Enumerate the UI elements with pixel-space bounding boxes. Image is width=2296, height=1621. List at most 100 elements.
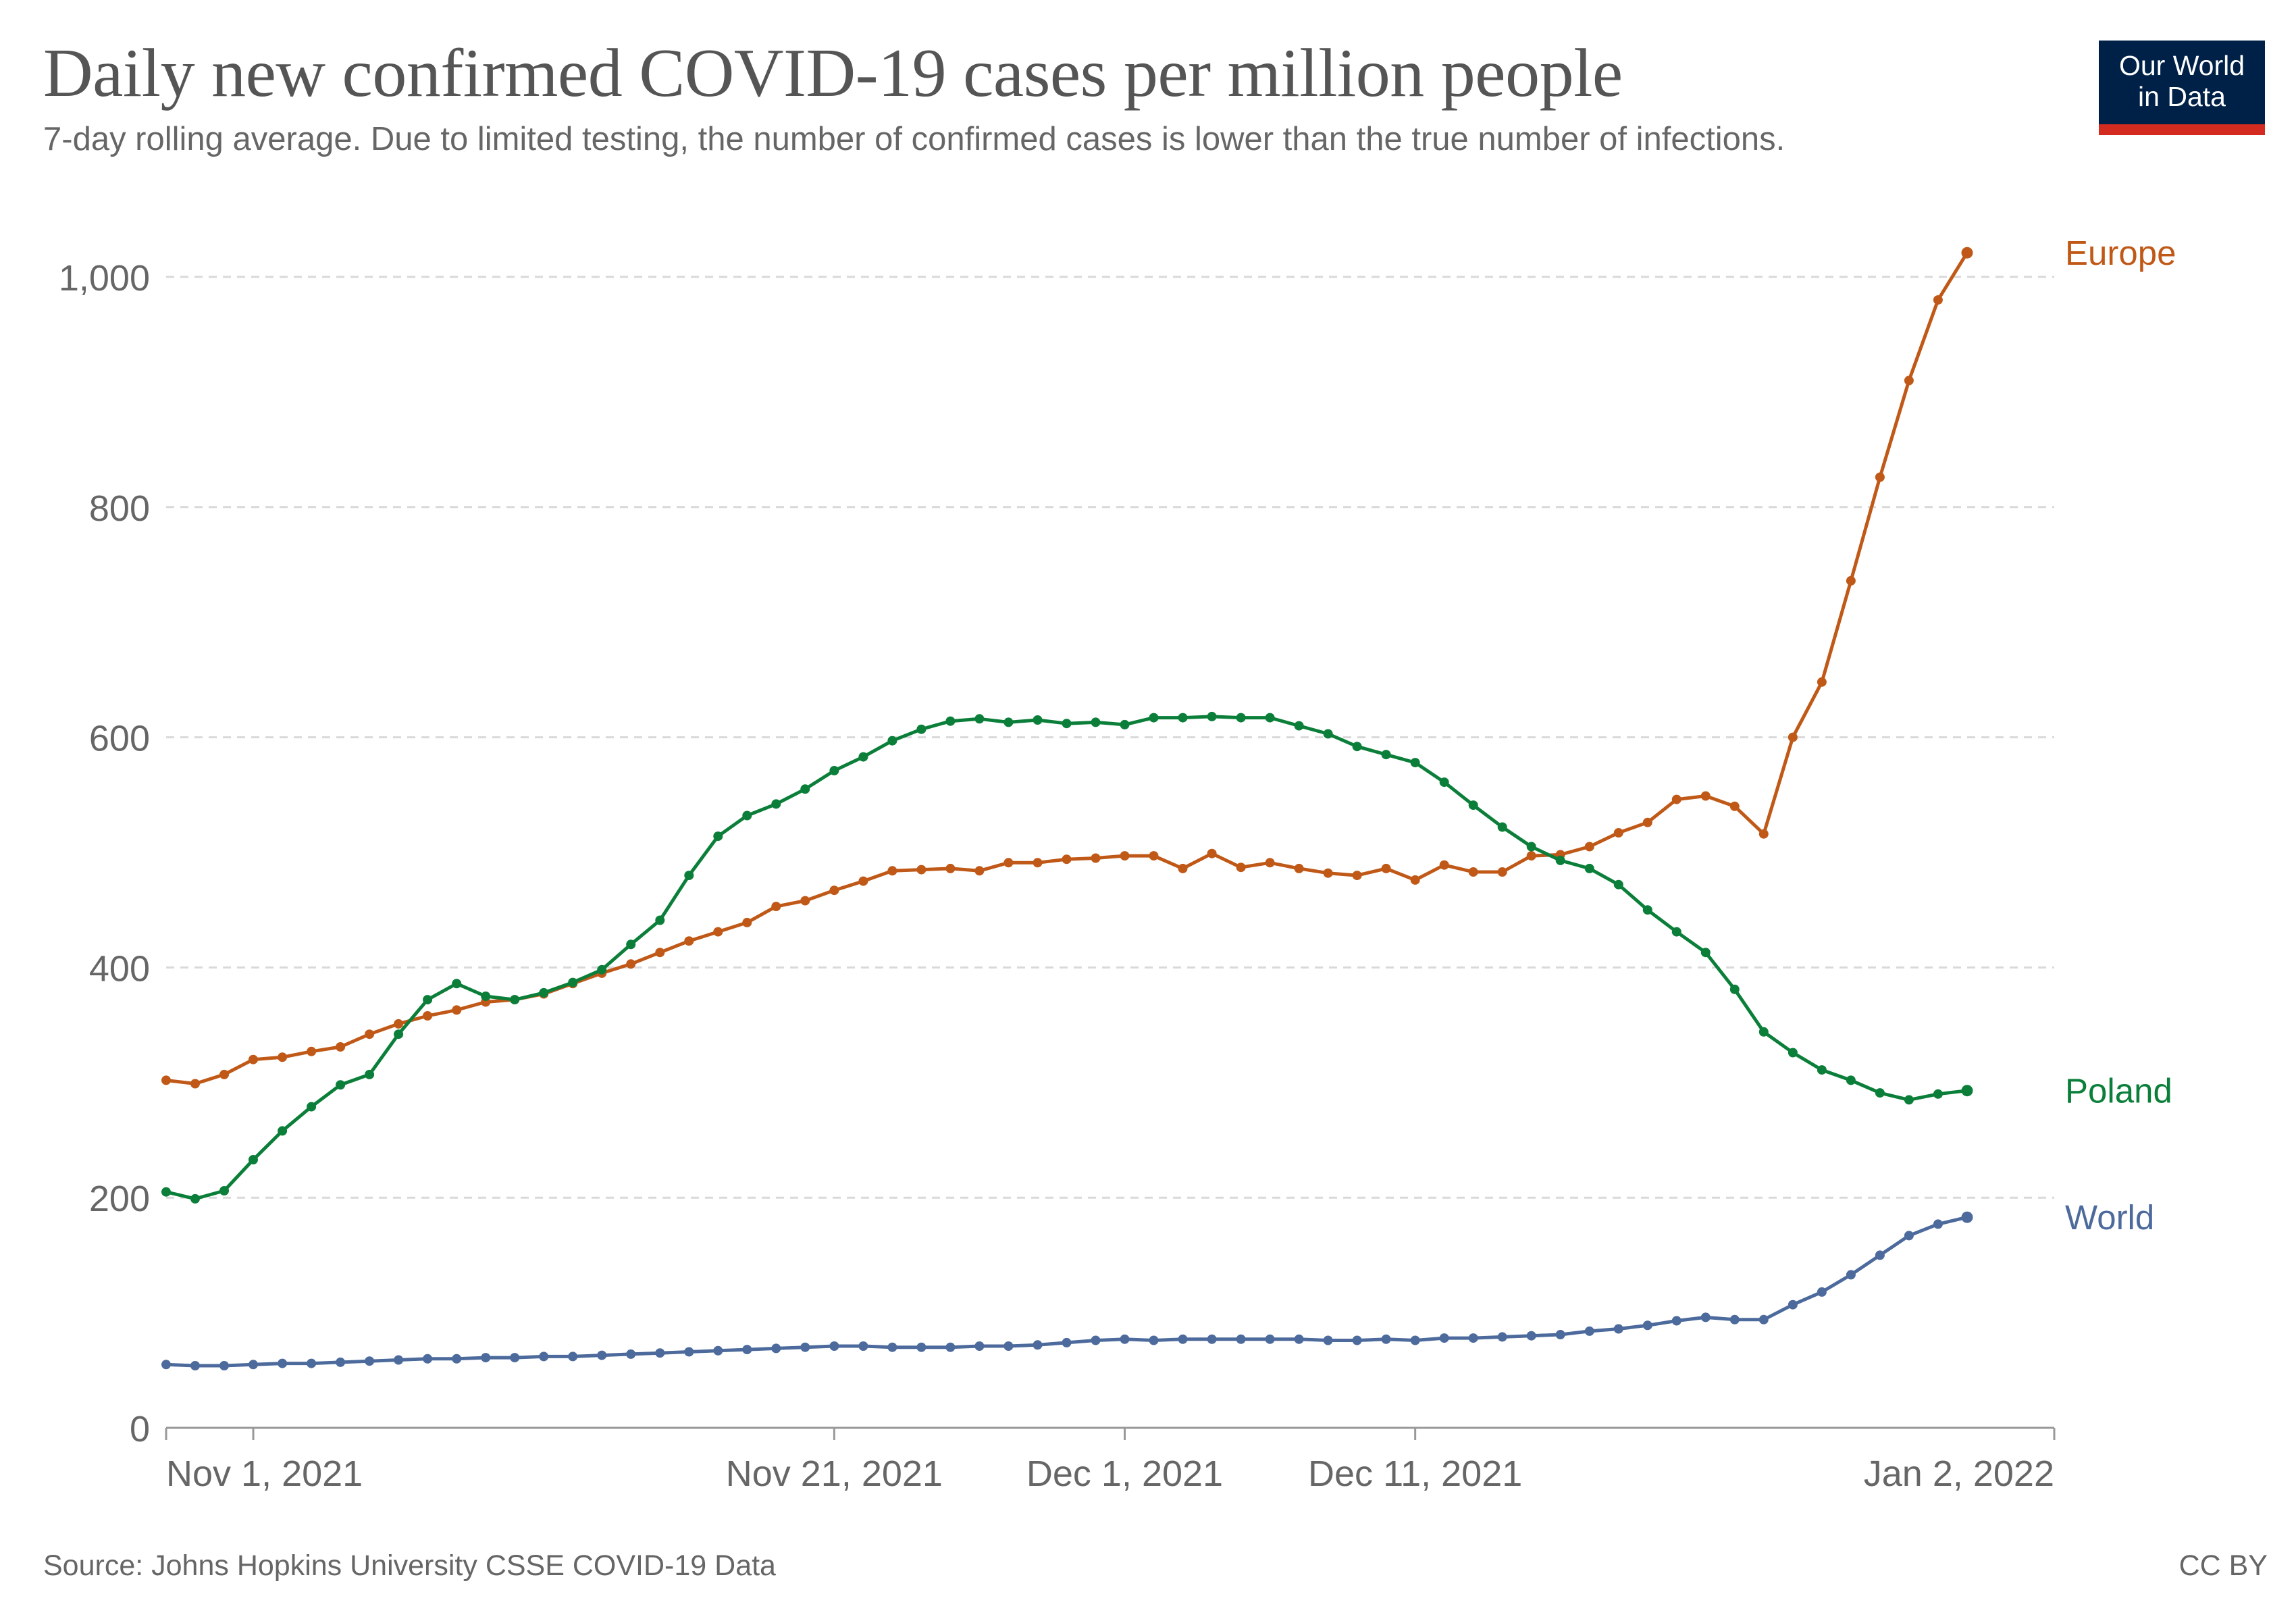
data-point-world bbox=[452, 1354, 462, 1364]
data-point-poland bbox=[394, 1029, 404, 1039]
data-point-europe bbox=[1846, 575, 1856, 586]
logo-line-1: Our World bbox=[2118, 50, 2245, 81]
logo-line-2: in Data bbox=[2138, 81, 2226, 112]
data-point-world bbox=[481, 1353, 491, 1363]
data-point-world bbox=[161, 1360, 171, 1370]
license-note[interactable]: CC BY bbox=[2178, 1549, 2268, 1582]
data-point-world bbox=[1468, 1333, 1478, 1343]
data-point-world bbox=[1642, 1320, 1652, 1331]
data-point-world bbox=[307, 1358, 317, 1368]
data-point-europe bbox=[771, 902, 781, 912]
data-point-europe bbox=[800, 896, 810, 906]
data-point-world bbox=[1555, 1330, 1565, 1339]
data-point-world bbox=[365, 1356, 375, 1366]
data-point-world bbox=[1149, 1335, 1159, 1345]
data-point-world bbox=[1875, 1250, 1885, 1260]
data-point-poland bbox=[1700, 948, 1711, 958]
data-point-world bbox=[568, 1352, 578, 1362]
data-point-world bbox=[1526, 1331, 1536, 1341]
data-point-world bbox=[829, 1341, 839, 1351]
data-point-europe bbox=[945, 863, 956, 873]
data-point-world bbox=[1178, 1334, 1188, 1344]
data-point-europe bbox=[423, 1011, 433, 1021]
data-point-poland bbox=[1149, 713, 1159, 723]
data-point-world bbox=[249, 1360, 258, 1370]
data-point-europe bbox=[336, 1042, 346, 1052]
data-point-europe bbox=[713, 927, 723, 937]
data-point-poland bbox=[1178, 713, 1188, 723]
x-tick-label: Dec 1, 2021 bbox=[1026, 1453, 1223, 1494]
data-point-world bbox=[1236, 1334, 1246, 1344]
data-point-poland bbox=[365, 1069, 375, 1079]
data-point-world bbox=[336, 1357, 346, 1367]
data-point-poland bbox=[190, 1193, 200, 1204]
data-point-europe bbox=[1439, 860, 1449, 870]
data-point-europe bbox=[1758, 829, 1769, 839]
data-point-europe bbox=[1729, 801, 1740, 811]
data-point-poland bbox=[1584, 863, 1594, 873]
data-point-poland bbox=[307, 1102, 317, 1112]
data-point-europe bbox=[1468, 867, 1478, 877]
data-point-europe bbox=[655, 948, 665, 958]
data-point-poland bbox=[1526, 842, 1536, 852]
data-point-europe bbox=[1961, 247, 1973, 259]
data-point-poland bbox=[945, 716, 956, 726]
data-point-europe bbox=[1265, 858, 1275, 868]
data-point-world bbox=[974, 1341, 985, 1351]
data-point-poland bbox=[423, 995, 433, 1005]
data-point-europe bbox=[858, 876, 868, 886]
data-point-poland bbox=[974, 714, 985, 724]
data-point-world bbox=[1904, 1231, 1914, 1241]
chart-subtitle: 7-day rolling average. Due to limited te… bbox=[43, 121, 1785, 157]
data-point-poland bbox=[1352, 742, 1362, 752]
data-point-poland bbox=[1294, 721, 1304, 731]
data-point-europe bbox=[1178, 863, 1188, 873]
data-point-poland bbox=[1439, 777, 1449, 788]
data-point-europe bbox=[974, 866, 985, 876]
data-point-world bbox=[1207, 1334, 1217, 1344]
data-point-world bbox=[278, 1358, 288, 1368]
data-point-europe bbox=[829, 885, 839, 896]
data-point-world bbox=[1003, 1341, 1014, 1351]
data-point-poland bbox=[742, 810, 752, 821]
data-point-poland bbox=[1207, 711, 1217, 721]
data-point-europe bbox=[1875, 472, 1885, 482]
data-point-europe bbox=[1642, 817, 1652, 827]
y-tick-label: 1,000 bbox=[59, 258, 150, 299]
data-point-poland bbox=[1120, 719, 1130, 729]
data-point-world bbox=[1265, 1334, 1275, 1344]
data-point-poland bbox=[278, 1126, 288, 1136]
data-point-poland bbox=[1003, 717, 1014, 727]
source-note[interactable]: Source: Johns Hopkins University CSSE CO… bbox=[43, 1549, 776, 1582]
data-point-europe bbox=[1671, 794, 1681, 804]
data-point-poland bbox=[1642, 905, 1652, 915]
data-point-poland bbox=[568, 977, 578, 987]
data-point-poland bbox=[1555, 855, 1565, 865]
data-point-world bbox=[1439, 1333, 1449, 1343]
data-point-europe bbox=[1497, 867, 1507, 877]
data-point-poland bbox=[1062, 719, 1072, 729]
data-point-world bbox=[1671, 1316, 1681, 1326]
data-point-europe bbox=[887, 866, 897, 876]
data-point-world bbox=[394, 1355, 404, 1365]
data-point-poland bbox=[1729, 984, 1740, 994]
data-point-poland bbox=[1323, 729, 1333, 739]
data-point-europe bbox=[1817, 677, 1827, 687]
y-tick-label: 800 bbox=[89, 488, 150, 529]
data-point-world bbox=[1033, 1340, 1043, 1350]
data-point-poland bbox=[597, 964, 607, 975]
chart-title: Daily new confirmed COVID-19 cases per m… bbox=[43, 35, 1623, 111]
data-point-world bbox=[539, 1352, 549, 1362]
data-point-poland bbox=[1236, 713, 1246, 723]
data-point-world bbox=[1584, 1326, 1594, 1336]
owid-logo[interactable]: Our World in Data bbox=[2099, 41, 2265, 135]
data-point-world bbox=[655, 1348, 665, 1358]
data-point-poland bbox=[1613, 879, 1623, 890]
data-point-poland bbox=[887, 736, 897, 746]
data-point-europe bbox=[1323, 868, 1333, 878]
data-point-europe bbox=[742, 917, 752, 927]
data-point-europe bbox=[1236, 863, 1246, 873]
data-point-poland bbox=[452, 979, 462, 989]
data-point-world bbox=[887, 1342, 897, 1352]
data-point-world bbox=[1933, 1219, 1943, 1229]
